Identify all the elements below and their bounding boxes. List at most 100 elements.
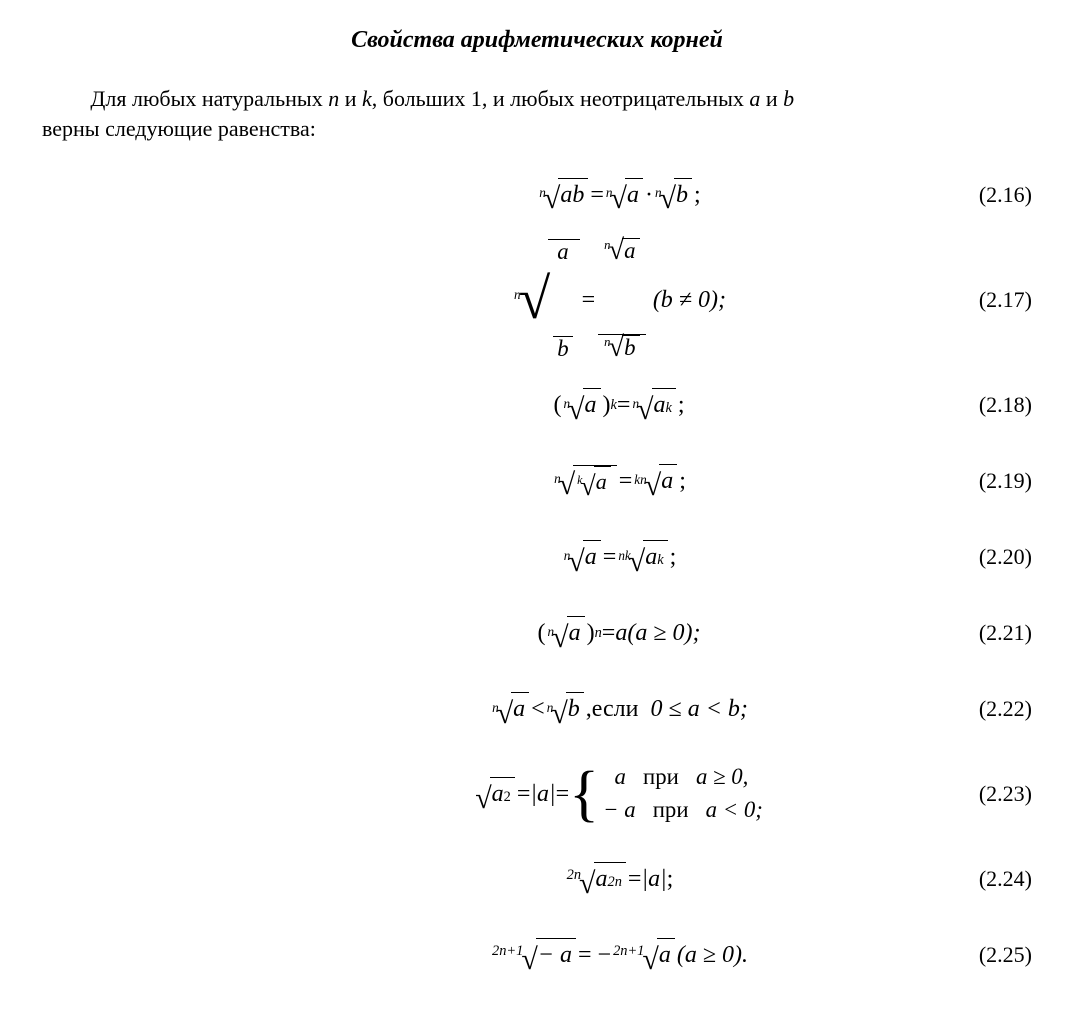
case-cond: a < 0; bbox=[706, 797, 763, 822]
equation-number: (2.22) bbox=[936, 694, 1032, 724]
radicand: a bbox=[594, 466, 611, 497]
root-degree: n bbox=[606, 186, 613, 199]
dot: · bbox=[645, 179, 653, 211]
root-degree: nk bbox=[618, 549, 630, 562]
terminator: ; bbox=[679, 465, 686, 497]
root-degree: n bbox=[554, 472, 561, 485]
case-cond: a ≥ 0, bbox=[696, 764, 748, 789]
paren: ( bbox=[553, 389, 561, 421]
radicand: − a bbox=[536, 938, 576, 971]
root-degree: k bbox=[577, 474, 582, 486]
lt: < bbox=[531, 693, 545, 725]
equation-number: (2.23) bbox=[936, 779, 1032, 809]
equation-2-23: √a2 = a = { a при a ≥ 0, − a при a < 0; bbox=[42, 752, 1032, 836]
equation-formula: 2n+1√− a = − 2n+1√a (a ≥ 0). bbox=[302, 938, 936, 971]
root-degree: n bbox=[563, 397, 570, 410]
root-degree: n bbox=[539, 186, 546, 199]
equals: = − bbox=[578, 939, 611, 971]
equals: = bbox=[602, 617, 616, 649]
equation-number: (2.24) bbox=[936, 864, 1032, 894]
intro-paragraph: Для любых натуральных n и k, больших 1, … bbox=[42, 84, 1032, 143]
equals: = bbox=[628, 863, 642, 895]
equation-2-17: n √ a b = n√a n√b bbox=[42, 238, 1032, 362]
equation-2-19: n√ k√a = kn√a ; (2.19) bbox=[42, 448, 1032, 514]
root-degree: n bbox=[492, 701, 499, 714]
condition: 0 ≤ a < b; bbox=[651, 693, 748, 725]
terminator: ; bbox=[678, 389, 685, 421]
equals: = bbox=[556, 778, 570, 810]
root-degree: kn bbox=[634, 473, 646, 486]
radicand: a bbox=[645, 541, 657, 573]
root-degree: n bbox=[548, 625, 555, 638]
radicand: a bbox=[567, 616, 585, 649]
equation-number: (2.16) bbox=[936, 180, 1032, 210]
case-value: a bbox=[615, 764, 626, 789]
equals: = bbox=[617, 389, 631, 421]
equals: = bbox=[590, 179, 604, 211]
equation-2-22: n√a < n√b , если 0 ≤ a < b; (2.22) bbox=[42, 676, 1032, 742]
equation-number: (2.19) bbox=[936, 466, 1032, 496]
radicand: b bbox=[566, 692, 584, 725]
var-a: a bbox=[615, 617, 627, 649]
var-a: a bbox=[749, 86, 760, 111]
terminator: ; bbox=[694, 179, 701, 211]
root-degree: n bbox=[604, 336, 610, 349]
radicand: a bbox=[511, 692, 529, 725]
root-degree: n bbox=[604, 239, 610, 252]
abs-a: a bbox=[530, 778, 555, 810]
intro-text: верны следующие равенства: bbox=[42, 116, 316, 141]
equation-2-20: n√a = nk√ak ; (2.20) bbox=[42, 524, 1032, 590]
var-k: k bbox=[362, 86, 372, 111]
condition: (b ≠ 0); bbox=[653, 284, 726, 316]
radicand: b bbox=[622, 335, 639, 360]
denom: b bbox=[553, 337, 572, 361]
equation-2-24: 2n√a2n = a ; (2.24) bbox=[42, 846, 1032, 912]
equals: = bbox=[603, 541, 617, 573]
case-value: − a bbox=[603, 797, 635, 822]
equation-number: (2.21) bbox=[936, 618, 1032, 648]
root-degree: 2n+1 bbox=[492, 944, 523, 958]
equation-formula: √a2 = a = { a при a ≥ 0, − a при a < 0; bbox=[302, 762, 936, 826]
equations-list: n√ab = n√a · n√b ; (2.16) n √ a b bbox=[42, 162, 1032, 988]
paren: ) bbox=[603, 389, 611, 421]
root-degree: 2n+1 bbox=[613, 944, 644, 958]
intro-text: и bbox=[339, 86, 362, 111]
intro-text: Для любых натуральных bbox=[90, 86, 328, 111]
radicand: a bbox=[659, 464, 677, 497]
equation-number: (2.20) bbox=[936, 542, 1032, 572]
radicand: a bbox=[492, 778, 504, 810]
equation-2-16: n√ab = n√a · n√b ; (2.16) bbox=[42, 162, 1032, 228]
condition: (a ≥ 0); bbox=[627, 617, 700, 649]
paren: ) bbox=[587, 617, 595, 649]
terminator: ; bbox=[670, 541, 677, 573]
terminator: ; bbox=[667, 863, 674, 895]
equals: = bbox=[582, 284, 596, 316]
root-degree: n bbox=[655, 186, 662, 199]
equation-formula: n√a = nk√ak ; bbox=[302, 540, 936, 573]
word-esli: если bbox=[592, 693, 639, 725]
equation-formula: ( n√a )n = a (a ≥ 0); bbox=[302, 616, 936, 649]
root-degree: n bbox=[564, 549, 571, 562]
root-degree: n bbox=[514, 288, 521, 301]
radicand: a bbox=[657, 938, 675, 971]
radicand: b bbox=[674, 178, 692, 211]
equation-2-25: 2n+1√− a = − 2n+1√a (a ≥ 0). (2.25) bbox=[42, 922, 1032, 988]
radicand: a bbox=[596, 863, 608, 895]
section-title: Свойства арифметических корней bbox=[42, 24, 1032, 56]
equation-formula: ( n√a )k = n√ak ; bbox=[302, 388, 936, 421]
var-n: n bbox=[328, 86, 339, 111]
radicand: a bbox=[583, 540, 601, 573]
equation-number: (2.18) bbox=[936, 390, 1032, 420]
equation-number: (2.25) bbox=[936, 940, 1032, 970]
equals: = bbox=[517, 778, 531, 810]
equation-formula: n √ a b = n√a n√b bbox=[302, 238, 936, 362]
radicand: ab bbox=[558, 178, 588, 211]
word-pri: при bbox=[653, 797, 689, 822]
radicand: a bbox=[654, 389, 666, 421]
abs-a: a bbox=[641, 863, 666, 895]
equation-2-21: ( n√a )n = a (a ≥ 0); (2.21) bbox=[42, 600, 1032, 666]
numer: a bbox=[553, 240, 572, 336]
condition: (a ≥ 0). bbox=[677, 939, 748, 971]
root-degree: n bbox=[632, 397, 639, 410]
paren: ( bbox=[538, 617, 546, 649]
